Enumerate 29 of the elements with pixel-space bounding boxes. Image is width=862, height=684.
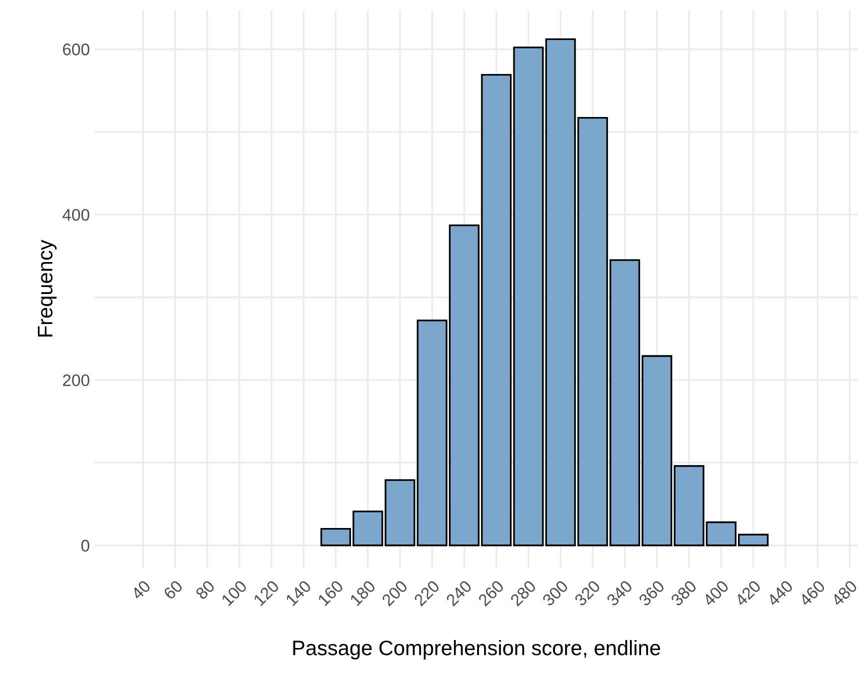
x-tick-label: 200: [381, 580, 408, 607]
x-tick-label: 340: [606, 580, 634, 607]
x-tick-label: 440: [766, 580, 794, 607]
x-tick-label: 400: [702, 580, 730, 607]
x-axis-title: Passage Comprehension score, endline: [293, 640, 660, 660]
y-tick-label: 200: [62, 374, 90, 386]
x-tick-label: 140: [285, 580, 312, 606]
x-tick-label: 180: [349, 580, 376, 606]
x-tick-label: 80: [194, 580, 216, 600]
x-tick-label: 480: [830, 580, 858, 607]
x-tick-label: 320: [574, 580, 601, 607]
x-tick-label: 240: [445, 580, 472, 607]
y-tick-label: 0: [81, 540, 90, 552]
x-tick-label: 380: [670, 580, 698, 607]
x-tick-label: 40: [130, 580, 152, 600]
x-tick-label: 300: [542, 580, 569, 607]
y-axis-title: Frequency: [38, 240, 57, 336]
x-tick-label: 460: [798, 580, 826, 607]
x-tick-label: 160: [317, 580, 344, 606]
x-tick-label: 420: [734, 580, 762, 607]
x-tick-label: 120: [253, 580, 280, 606]
y-tick-label: 400: [62, 208, 90, 221]
y-tick-label: 600: [63, 44, 90, 56]
x-tick-label: 260: [478, 580, 505, 607]
x-tick-label: 220: [413, 580, 440, 607]
x-tick-label: 280: [510, 580, 537, 607]
x-tick-label: 100: [220, 580, 248, 606]
x-tick-label: 360: [638, 580, 666, 607]
x-tick-label: 60: [162, 580, 184, 600]
